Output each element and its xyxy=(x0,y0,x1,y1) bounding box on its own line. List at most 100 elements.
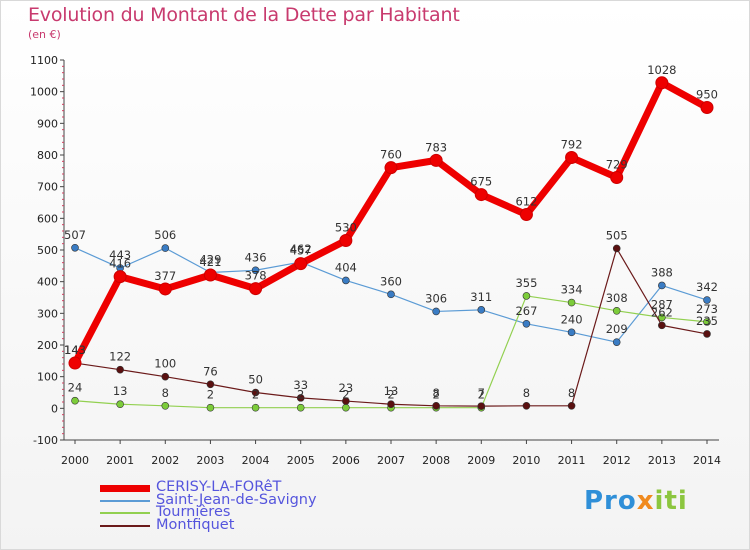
y-tick-label: 100 xyxy=(37,371,58,384)
data-point xyxy=(655,76,669,90)
x-tick-label: 2001 xyxy=(106,454,134,467)
data-label: 262 xyxy=(651,305,673,319)
line-chart: -100 0 100 200 300 400 500 600 700 800 900 1000 1100… xyxy=(30,54,721,467)
data-label: 416 xyxy=(109,257,131,271)
y-tick-label: 0 xyxy=(51,402,58,415)
data-point xyxy=(206,403,215,412)
x-tick-label: 2003 xyxy=(196,454,224,467)
data-point xyxy=(432,401,440,410)
data-point xyxy=(658,321,666,330)
data-point xyxy=(71,396,79,405)
data-point xyxy=(113,270,127,284)
data-label: 505 xyxy=(606,228,628,242)
y-tick-label: 1100 xyxy=(30,54,58,67)
data-point xyxy=(342,403,350,412)
data-label: 457 xyxy=(290,244,312,258)
data-label: 76 xyxy=(203,364,218,378)
data-point xyxy=(387,400,395,409)
data-point xyxy=(612,338,621,346)
data-label: 783 xyxy=(425,140,447,154)
x-tick-label: 2007 xyxy=(377,454,405,467)
data-label: 429 xyxy=(199,252,221,266)
data-label: 8 xyxy=(162,386,169,400)
data-label: 2 xyxy=(342,388,349,402)
data-point xyxy=(203,268,217,282)
x-tick-label: 2006 xyxy=(332,454,360,467)
data-point xyxy=(522,401,531,410)
data-label: 729 xyxy=(606,157,628,171)
data-point xyxy=(296,394,305,402)
data-label: 334 xyxy=(561,283,583,297)
data-point xyxy=(610,170,624,184)
data-point xyxy=(294,257,308,271)
data-point xyxy=(71,243,79,252)
data-point xyxy=(658,281,666,290)
data-point xyxy=(116,400,124,409)
data-label: 2 xyxy=(207,388,214,402)
data-point xyxy=(612,244,621,253)
data-label: 2 xyxy=(432,388,439,402)
data-label: 308 xyxy=(606,291,628,305)
legend-swatch xyxy=(100,499,150,502)
data-label: 507 xyxy=(64,228,86,242)
data-label: 377 xyxy=(154,269,176,283)
data-point xyxy=(567,298,576,307)
data-label: 2 xyxy=(297,388,304,402)
data-label: 143 xyxy=(64,343,86,357)
x-tick-label: 2011 xyxy=(558,454,586,467)
data-label: 100 xyxy=(154,357,176,371)
logo-part: x xyxy=(636,486,655,516)
data-label: 360 xyxy=(380,274,402,288)
data-label: 436 xyxy=(245,250,267,264)
data-label: 421 xyxy=(199,255,221,269)
data-label: 209 xyxy=(606,322,628,336)
data-point xyxy=(703,318,711,326)
data-label: 2 xyxy=(478,388,485,402)
data-label: 355 xyxy=(515,276,537,290)
data-point xyxy=(161,401,170,410)
x-tick-label: 2004 xyxy=(242,454,270,467)
y-tick-label: 700 xyxy=(37,181,58,194)
data-point xyxy=(612,306,621,315)
data-point xyxy=(567,401,576,410)
data-label: 950 xyxy=(696,88,718,102)
x-tick-label: 2005 xyxy=(287,454,315,467)
data-label: 462 xyxy=(290,242,312,256)
data-point xyxy=(474,188,488,202)
x-tick-label: 2000 xyxy=(61,454,89,467)
data-label: 7 xyxy=(478,386,485,400)
proxiti-logo: Proxiti xyxy=(584,486,688,516)
y-tick-label: 800 xyxy=(37,149,58,162)
y-tick-label: 200 xyxy=(37,339,58,352)
data-point xyxy=(206,380,215,389)
data-label: 378 xyxy=(245,269,267,283)
data-label: 8 xyxy=(568,386,575,400)
data-point xyxy=(68,356,82,370)
data-label: 1028 xyxy=(647,63,676,77)
logo-part: iti xyxy=(654,486,688,516)
x-tick-label: 2009 xyxy=(467,454,495,467)
data-point xyxy=(384,161,398,175)
data-label: 267 xyxy=(515,304,537,318)
x-tick-label: 2008 xyxy=(422,454,450,467)
data-point xyxy=(161,372,170,381)
y-tick-label: 500 xyxy=(37,244,58,257)
x-tick-label: 2012 xyxy=(603,454,631,467)
data-label: 675 xyxy=(470,175,492,189)
data-point xyxy=(658,313,666,322)
data-point xyxy=(249,282,263,296)
data-point xyxy=(432,307,440,316)
data-point xyxy=(251,266,260,275)
x-tick-label: 2002 xyxy=(151,454,179,467)
legend-swatch xyxy=(100,512,150,515)
data-point xyxy=(161,244,170,252)
series-line xyxy=(71,79,709,365)
data-point xyxy=(519,208,533,222)
data-point xyxy=(703,296,711,304)
data-label: 760 xyxy=(380,148,402,162)
data-point xyxy=(251,388,260,397)
data-point xyxy=(477,402,486,410)
data-point xyxy=(342,397,350,405)
y-tick-label: 300 xyxy=(37,307,58,320)
y-tick-label: 600 xyxy=(37,212,58,225)
